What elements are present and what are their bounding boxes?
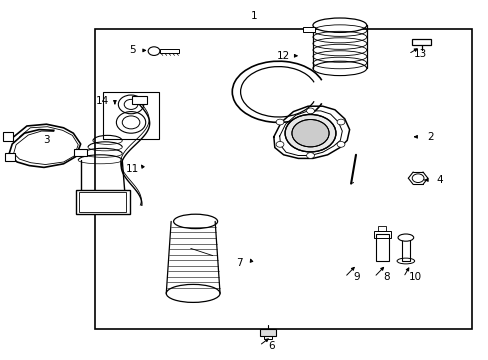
Text: 5: 5: [128, 45, 135, 55]
Bar: [102, 92, 159, 139]
Circle shape: [306, 153, 314, 158]
Bar: [3, 132, 13, 141]
Bar: [411, 39, 430, 45]
Circle shape: [291, 120, 328, 147]
Bar: [132, 96, 146, 104]
Bar: [375, 234, 388, 261]
Bar: [401, 238, 409, 261]
Bar: [378, 226, 386, 231]
Text: 14: 14: [96, 96, 109, 106]
Circle shape: [336, 141, 344, 147]
Text: 2: 2: [426, 132, 433, 142]
Bar: [264, 336, 271, 339]
Ellipse shape: [312, 18, 366, 32]
Bar: [303, 27, 315, 32]
Bar: [160, 49, 179, 53]
Text: 12: 12: [276, 51, 290, 61]
Text: 9: 9: [353, 272, 360, 282]
Circle shape: [148, 47, 160, 55]
Bar: [373, 231, 390, 238]
Circle shape: [285, 114, 335, 152]
Bar: [79, 192, 126, 212]
Ellipse shape: [397, 234, 413, 241]
Text: 10: 10: [408, 272, 421, 282]
Circle shape: [276, 141, 284, 147]
Circle shape: [336, 119, 344, 125]
Bar: [5, 153, 15, 161]
Bar: [95, 29, 471, 329]
Circle shape: [306, 108, 314, 114]
Text: 8: 8: [382, 272, 389, 282]
Text: 13: 13: [413, 49, 427, 59]
Bar: [76, 190, 129, 214]
Text: 11: 11: [125, 164, 139, 174]
Text: 1: 1: [250, 11, 257, 21]
Text: 7: 7: [236, 258, 243, 268]
Text: 3: 3: [43, 135, 50, 145]
Text: 4: 4: [436, 175, 443, 185]
Bar: [260, 329, 275, 336]
Circle shape: [276, 119, 284, 125]
Bar: [74, 149, 86, 156]
Text: 6: 6: [267, 341, 274, 351]
